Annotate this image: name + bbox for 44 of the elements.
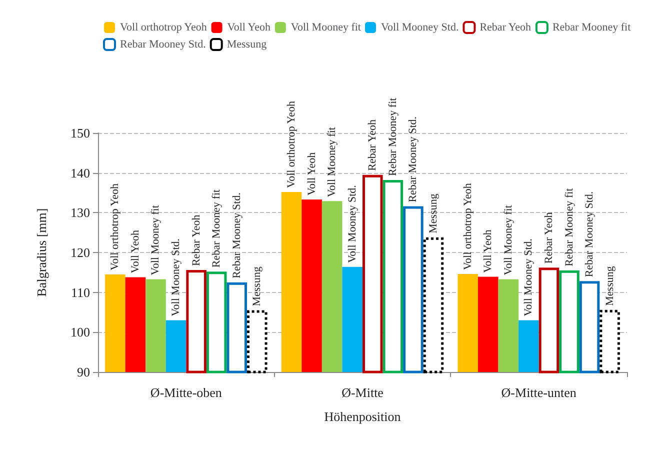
text: Voll Mooney fit — [150, 205, 162, 276]
legend-label: Rebar Mooney Std. — [120, 38, 206, 50]
text: Rebar Mooney Std. — [584, 191, 596, 278]
y-tick-label: 120 — [70, 245, 90, 260]
text: Voll Mooney fit — [326, 127, 338, 198]
y-tick-label: 130 — [70, 205, 90, 220]
text: Voll orthotrop Yeoh — [462, 183, 474, 270]
y-tick-label: 140 — [70, 165, 90, 180]
text: Voll Mooney Std. — [346, 185, 358, 263]
text: Rebar Mooney Std. — [230, 192, 243, 278]
legend-label: Voll Mooney fit — [290, 22, 361, 34]
legend-label: Messung — [226, 38, 268, 50]
text: Voll Mooney fit — [502, 205, 514, 276]
text: Rebar Yeoh — [366, 119, 379, 171]
text: Voll Yeoh — [482, 230, 494, 273]
text: Rebar Yeoh — [542, 212, 555, 264]
x-axis-title: Höhenposition — [324, 409, 402, 424]
x-tick-label: Ø-Mitte — [342, 385, 384, 400]
y-tick-label: 150 — [70, 126, 90, 140]
text: Rebar Mooney Std. — [407, 116, 420, 202]
x-tick-label: Ø-Mitte-unten — [501, 385, 577, 400]
legend-label: Rebar Yeoh — [480, 22, 532, 34]
legend-label: Voll Mooney Std. — [380, 22, 459, 34]
text: Rebar Mooney fit — [563, 188, 576, 266]
text: Voll orthotrop Yeoh — [286, 101, 298, 188]
text: Messung — [251, 266, 264, 306]
text: Rebar Yeoh — [190, 214, 202, 266]
text: Messung — [604, 266, 616, 306]
text: Voll orthotrop Yeoh — [109, 184, 122, 270]
y-tick-label: 90 — [77, 364, 90, 380]
legend-label: Rebar Mooney fit — [552, 22, 631, 34]
text: Rebar Mooney fit — [210, 189, 223, 268]
text: Voll Yeoh — [129, 230, 142, 274]
text: Voll Mooney Std. — [522, 238, 535, 316]
text: Messung — [427, 194, 440, 234]
y-tick-label: 100 — [70, 324, 90, 340]
legend-label: Voll Yeoh — [227, 22, 272, 34]
y-axis-title: Balgradius [mm] — [34, 208, 49, 297]
text: Rebar Mooney fit — [386, 98, 399, 176]
legend-label: Voll orthotrop Yeoh — [120, 22, 208, 34]
text: Voll Yeoh — [306, 152, 318, 196]
text: Voll Mooney Std. — [170, 238, 182, 316]
y-tick-label: 110 — [70, 284, 90, 300]
x-tick-label: Ø-Mitte-oben — [150, 385, 222, 400]
